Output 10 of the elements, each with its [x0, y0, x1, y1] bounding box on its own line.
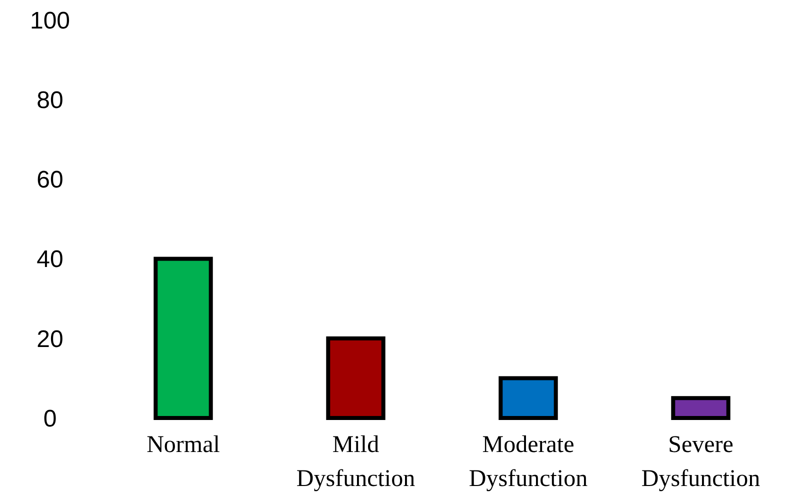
x-tick-label: Normal: [146, 432, 220, 458]
x-tick-label: Moderate Dysfunction: [468, 432, 588, 492]
y-tick-label: 20: [36, 326, 64, 353]
y-tick-label: 80: [36, 87, 64, 114]
y-tick-label: 40: [36, 246, 64, 274]
y-tick-label: 0: [43, 405, 57, 432]
x-tick-label: Severe Dysfunction: [641, 432, 760, 492]
x-tick-label: Mild Dysfunction: [296, 432, 416, 492]
y-tick-label: 60: [36, 166, 64, 194]
y-tick-label: 100: [30, 7, 70, 34]
